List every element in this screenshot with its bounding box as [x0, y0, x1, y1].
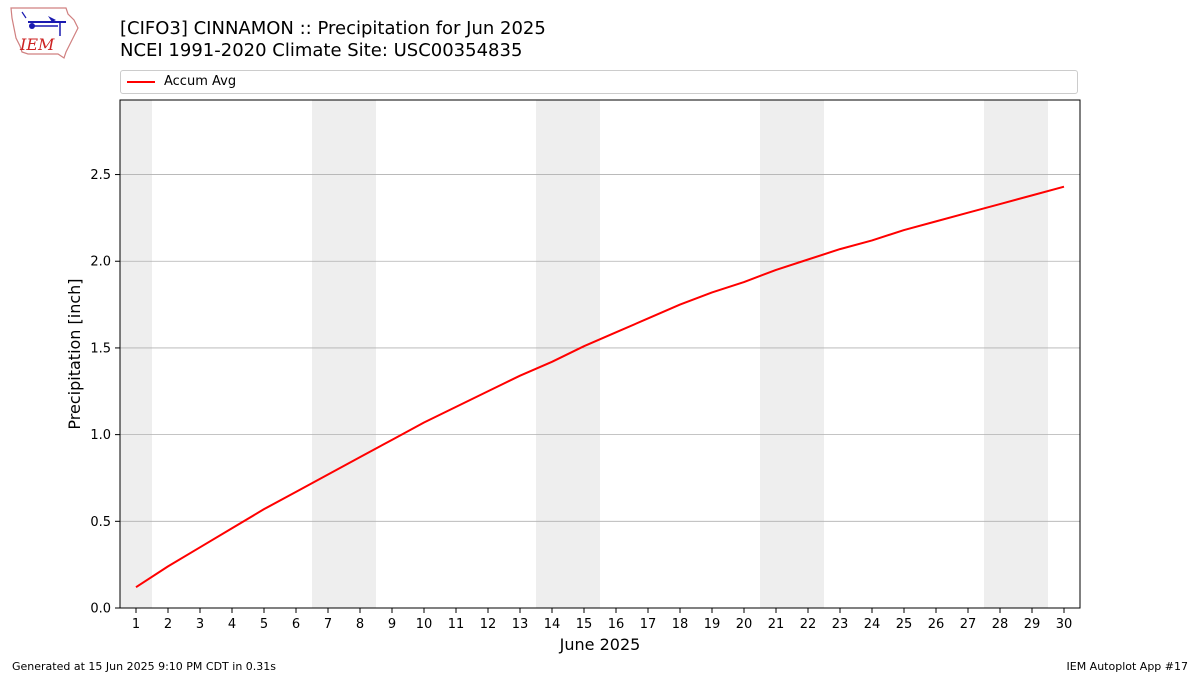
- x-tick-label-10: 10: [416, 617, 433, 632]
- y-tick-label-2: 2.0: [90, 255, 111, 270]
- x-tick-label-12: 12: [480, 617, 497, 632]
- x-tick-label-30: 30: [1056, 617, 1073, 632]
- x-tick-label-3: 3: [196, 617, 204, 632]
- x-tick-label-8: 8: [356, 617, 364, 632]
- x-tick-label-23: 23: [832, 617, 849, 632]
- y-tick-label-2.5: 2.5: [90, 168, 111, 183]
- x-tick-label-22: 22: [800, 617, 817, 632]
- x-tick-label-4: 4: [228, 617, 236, 632]
- plot-frame: [119, 99, 1081, 609]
- y-tick-label-1.5: 1.5: [90, 341, 111, 356]
- x-tick-label-16: 16: [608, 617, 625, 632]
- chart-subtitle: NCEI 1991-2020 Climate Site: USC00354835: [120, 40, 523, 61]
- y-tick-label-0: 0.0: [90, 602, 111, 617]
- x-tick-label-2: 2: [164, 617, 172, 632]
- logo-text: IEM: [19, 35, 55, 54]
- x-tick-label-13: 13: [512, 617, 529, 632]
- y-axis-ticks: 0.0 0.5 1.0 1.5 2.0 2.5: [90, 168, 120, 617]
- legend-label-accum-avg: Accum Avg: [164, 74, 237, 89]
- iem-logo: IEM: [10, 7, 79, 59]
- weekend-band-1: [120, 100, 152, 608]
- chart-title: [CIFO3] CINNAMON :: Precipitation for Ju…: [120, 18, 546, 39]
- weekend-band-7: [312, 100, 376, 608]
- weekend-band-21: [760, 100, 824, 608]
- y-axis-label: Precipitation [inch]: [65, 278, 84, 429]
- weekend-band-28: [984, 100, 1048, 608]
- gridlines: [120, 174, 1080, 522]
- x-tick-label-26: 26: [928, 617, 945, 632]
- x-tick-label-24: 24: [864, 617, 881, 632]
- x-tick-label-7: 7: [324, 617, 332, 632]
- footer-app-id: IEM Autoplot App #17: [1066, 660, 1189, 673]
- x-tick-label-18: 18: [672, 617, 689, 632]
- x-axis-label: June 2025: [559, 635, 641, 654]
- legend: Accum Avg: [120, 70, 1078, 94]
- x-tick-label-9: 9: [388, 617, 396, 632]
- series-line-accum-avg: [135, 185, 1065, 589]
- footer-generated: Generated at 15 Jun 2025 9:10 PM CDT in …: [12, 660, 277, 673]
- x-tick-label-19: 19: [704, 617, 721, 632]
- x-tick-label-27: 27: [960, 617, 977, 632]
- x-tick-label-5: 5: [260, 617, 268, 632]
- x-tick-label-25: 25: [896, 617, 913, 632]
- y-tick-label-0.5: 0.5: [90, 515, 111, 530]
- y-tick-label-1: 1.0: [90, 428, 111, 443]
- x-tick-label-1: 1: [132, 617, 140, 632]
- x-tick-label-15: 15: [576, 617, 593, 632]
- x-tick-label-11: 11: [448, 617, 465, 632]
- x-tick-label-28: 28: [992, 617, 1009, 632]
- x-tick-label-14: 14: [544, 617, 561, 632]
- x-tick-label-17: 17: [640, 617, 657, 632]
- x-tick-label-29: 29: [1024, 617, 1041, 632]
- series-layer: [135, 185, 1065, 589]
- legend-swatch-accum-avg: [127, 81, 155, 83]
- x-axis-ticks: 1 2 3 4 5 6 7 8 9 10 11 12 13 14 15 16 17 18 19 20 21 22 23 24 2…: [132, 608, 1072, 632]
- x-tick-label-6: 6: [292, 617, 300, 632]
- x-tick-label-20: 20: [736, 617, 753, 632]
- weekend-bands: [120, 100, 1048, 608]
- x-tick-label-21: 21: [768, 617, 785, 632]
